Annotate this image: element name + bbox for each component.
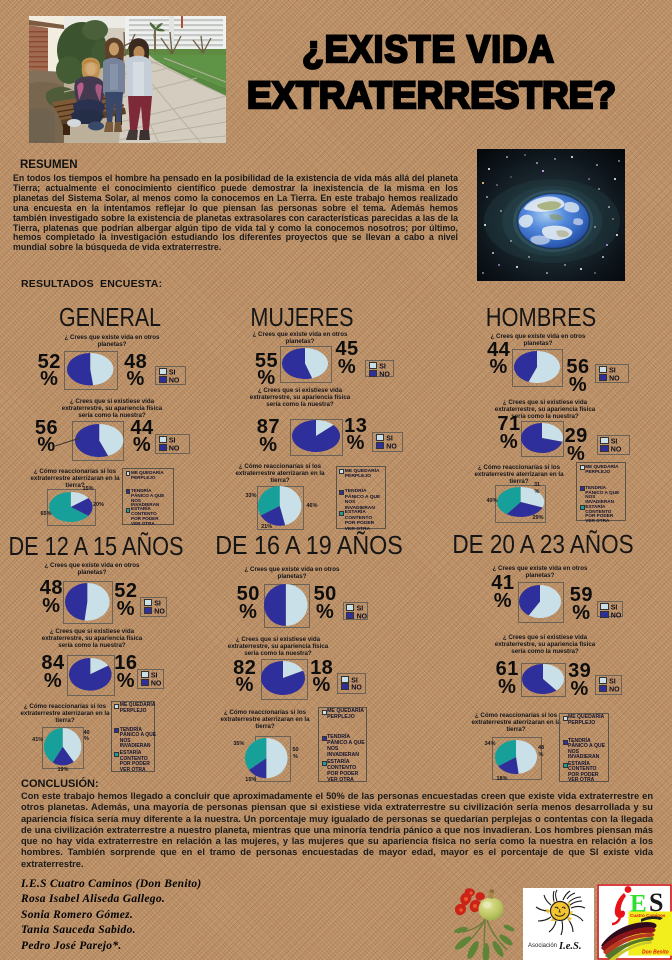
svg-text:S: S xyxy=(649,888,663,917)
svg-text:E: E xyxy=(630,891,647,918)
svg-text:Don Benito: Don Benito xyxy=(642,950,669,956)
svg-text:Cuatro Caminos: Cuatro Caminos xyxy=(630,913,666,918)
svg-text:I.e.S.: I.e.S. xyxy=(558,941,581,952)
svg-text:Asociación: Asociación xyxy=(528,943,557,949)
